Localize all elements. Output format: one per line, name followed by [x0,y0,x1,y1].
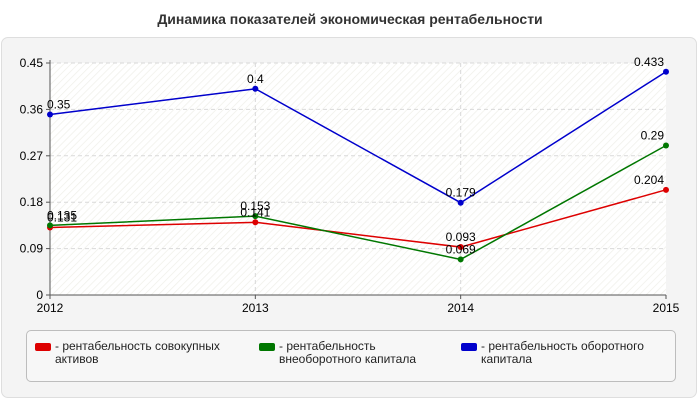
legend-item-working-capital[interactable]: - рентабельность оборотного капитала [461,340,671,366]
legend-label-total-assets: - рентабельность совокупных активов [55,339,220,366]
data-point-total-assets[interactable] [663,186,669,193]
y-tick-label: 0 [36,288,43,302]
data-label-fixed-capital: 0.29 [641,128,665,142]
legend-label-fixed-capital: - рентабельность внеоборотного капитала [279,339,416,366]
data-label-fixed-capital: 0.153 [240,199,270,213]
y-tick-label: 0.18 [20,195,44,209]
axes: 0 0.09 0.18 0.27 0.36 0.45 2012 2013 2014 2015 [20,56,680,315]
legend-item-total-assets[interactable]: - рентабельность совокупных активов [35,340,247,366]
y-tick-label: 0.27 [20,149,44,163]
series-line-fixed-capital [49,144,667,261]
legend: - рентабельность совокупных активов - ре… [26,330,676,382]
data-point-fixed-capital[interactable] [252,213,259,220]
data-point-working-capital[interactable] [457,199,464,206]
data-point-fixed-capital[interactable] [663,142,669,149]
legend-label-working-capital: - рентабельность оборотного капитала [481,339,644,366]
data-point-working-capital[interactable] [252,85,259,92]
data-labels: 0.131 0.141 0.093 0.204 0.135 0.153 0.069 0.29 0… [47,55,664,257]
series-line-working-capital [49,71,667,204]
legend-item-fixed-capital[interactable]: - рентабельность внеоборотного капитала [259,340,449,366]
x-tick-label: 2013 [242,301,269,315]
y-tick-label: 0.09 [20,242,44,256]
data-label-working-capital: 0.35 [47,98,71,112]
data-label-total-assets: 0.141 [240,205,270,219]
data-point-total-assets[interactable] [252,219,259,226]
data-point-fixed-capital[interactable] [47,222,53,229]
data-label-total-assets: 0.204 [634,173,664,187]
data-label-total-assets: 0.093 [446,230,476,244]
data-label-working-capital: 0.4 [247,72,264,86]
x-tick-label: 2012 [37,301,64,315]
y-tick-label: 0.36 [20,102,44,116]
series-layer [47,68,669,263]
legend-swatch-fixed-capital [259,343,275,351]
series-line-total-assets [49,189,667,248]
data-label-fixed-capital: 0.135 [47,208,77,222]
data-point-total-assets[interactable] [457,244,464,251]
x-tick-label: 2015 [653,301,680,315]
y-tick-label: 0.45 [20,56,44,70]
x-tick-label: 2014 [447,301,474,315]
data-label-working-capital: 0.433 [634,55,664,69]
chart-title: Динамика показателей экономическая рента… [157,11,543,27]
data-point-working-capital[interactable] [47,111,53,118]
data-label-working-capital: 0.179 [446,186,476,200]
plot-area [50,63,666,295]
data-label-fixed-capital: 0.069 [446,242,476,256]
legend-swatch-total-assets [35,343,51,351]
data-point-fixed-capital[interactable] [457,256,464,263]
legend-swatch-working-capital [461,343,477,351]
data-label-total-assets: 0.131 [47,210,77,224]
data-point-working-capital[interactable] [663,68,669,75]
